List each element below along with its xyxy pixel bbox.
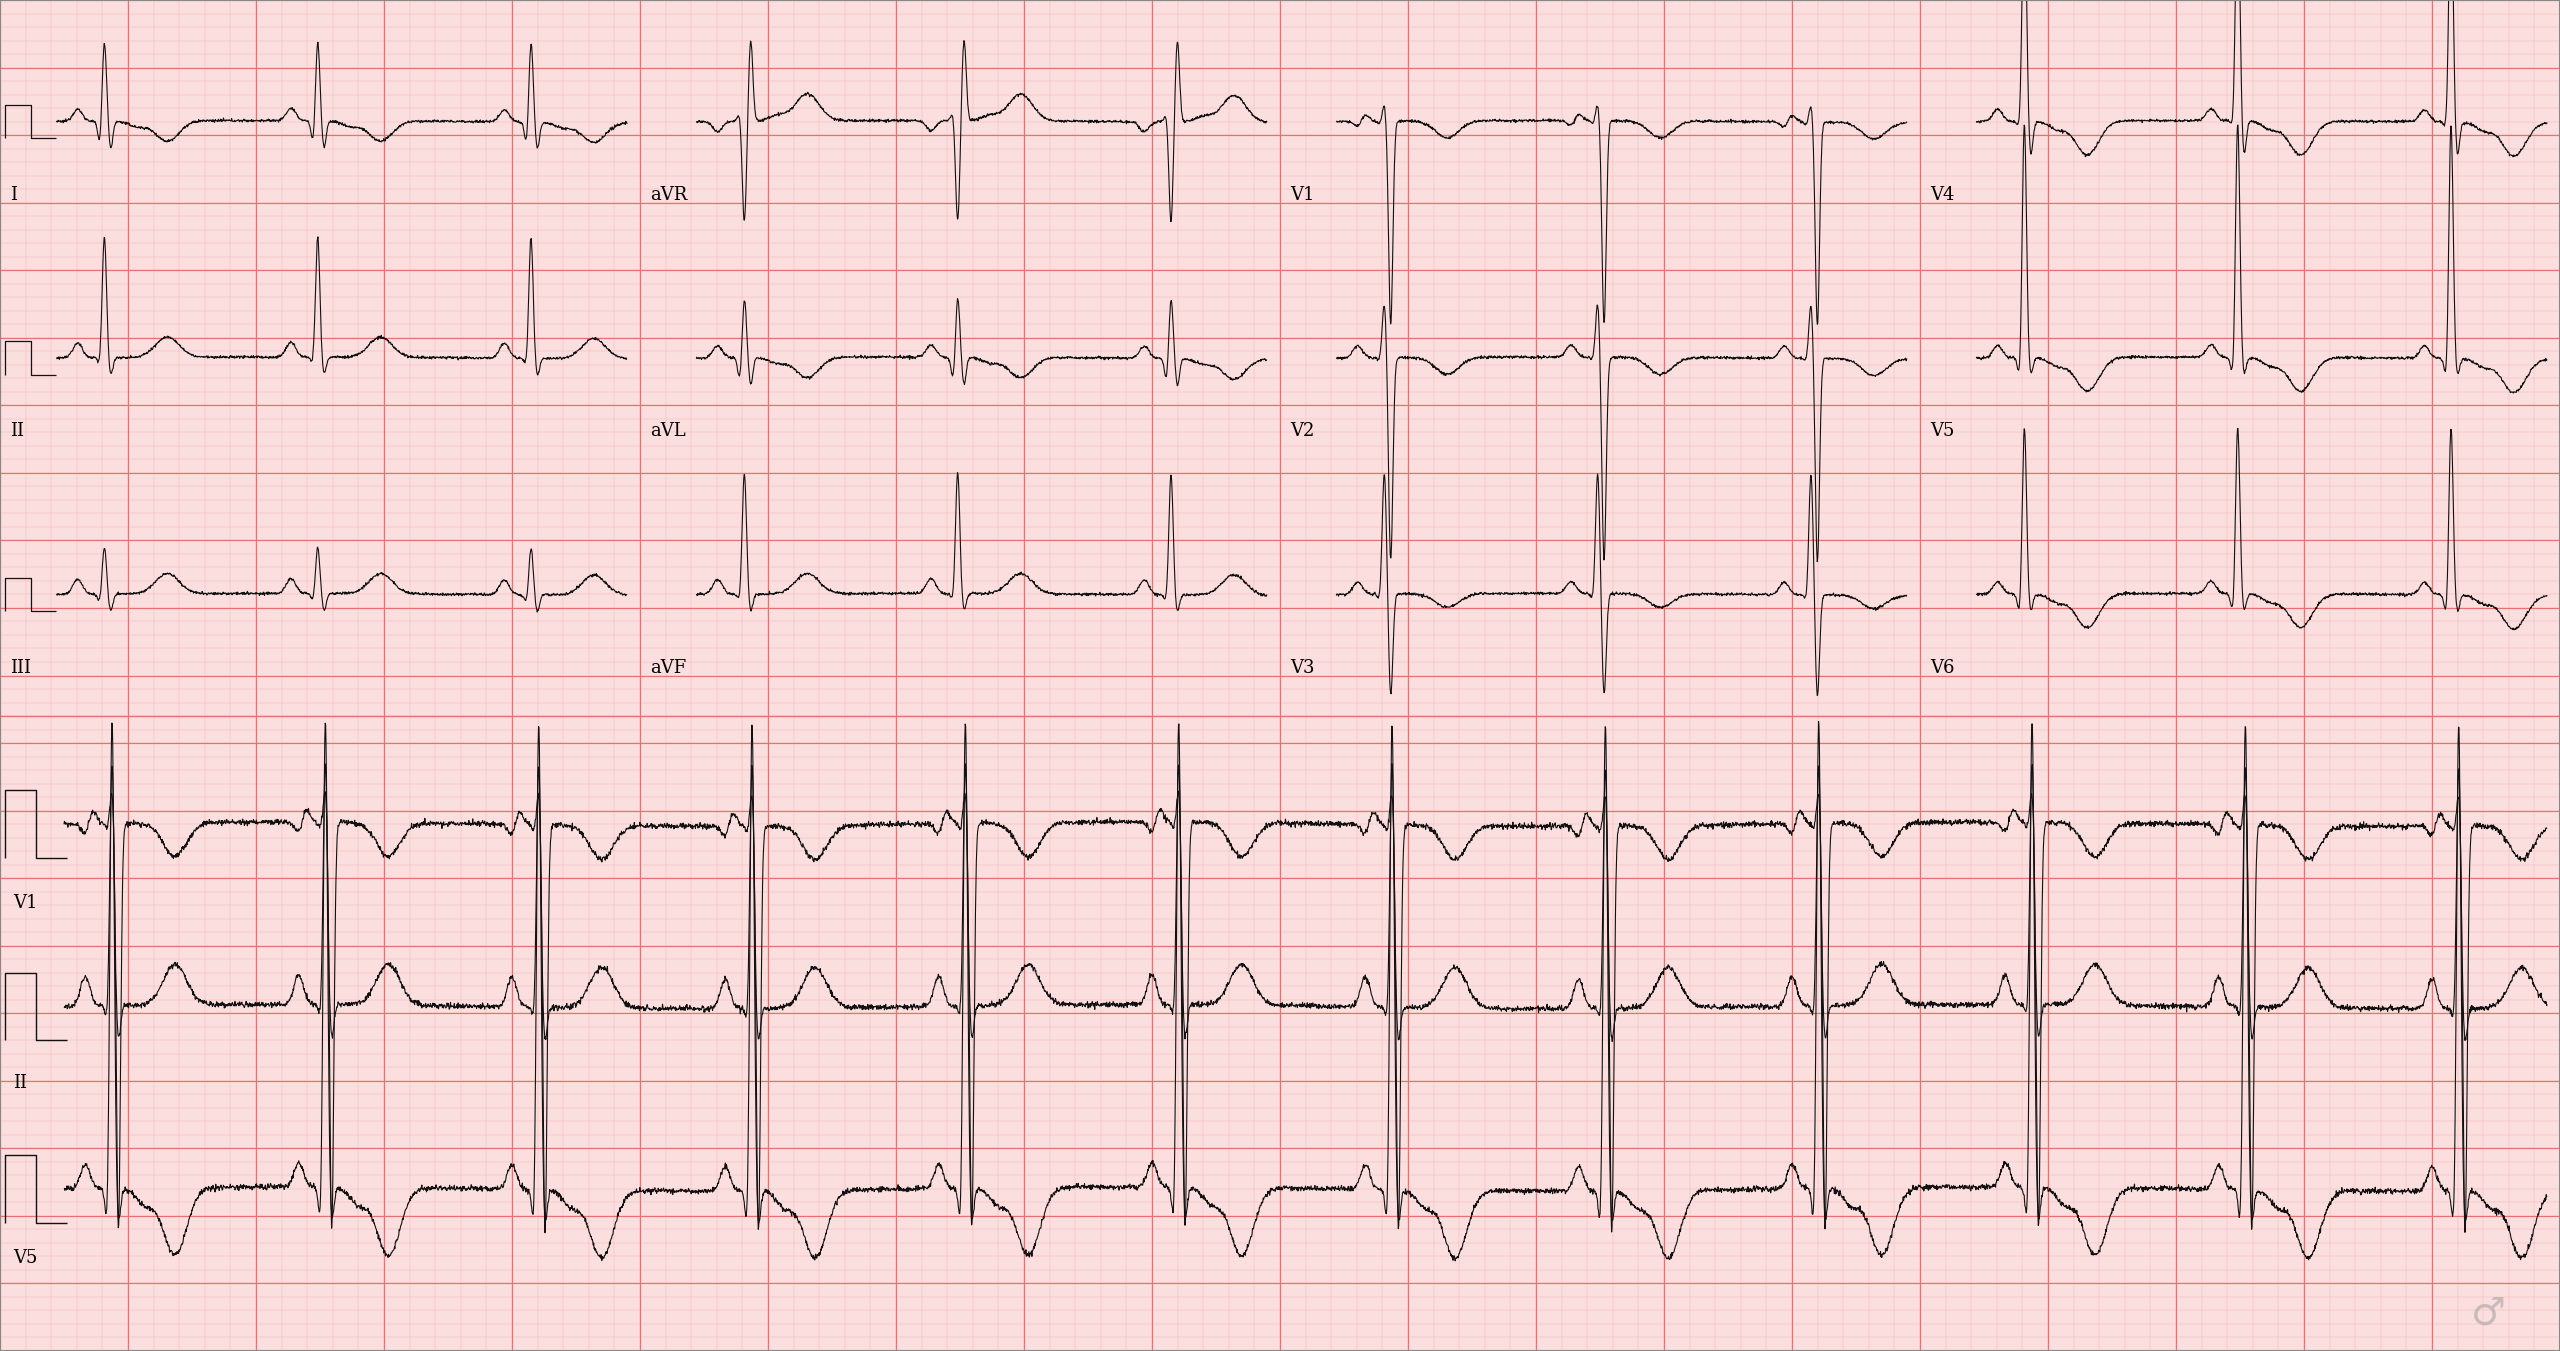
Text: II: II xyxy=(13,1074,26,1092)
Text: V5: V5 xyxy=(1930,423,1956,440)
Text: V1: V1 xyxy=(13,894,38,912)
Text: V1: V1 xyxy=(1290,186,1316,204)
Text: aVR: aVR xyxy=(650,186,689,204)
Text: I: I xyxy=(10,186,18,204)
Text: ♂: ♂ xyxy=(2470,1294,2506,1332)
Text: aVF: aVF xyxy=(650,659,686,677)
Text: III: III xyxy=(10,659,31,677)
Text: V2: V2 xyxy=(1290,423,1316,440)
Text: aVL: aVL xyxy=(650,423,686,440)
Text: V5: V5 xyxy=(13,1250,38,1267)
Text: V6: V6 xyxy=(1930,659,1956,677)
Text: V4: V4 xyxy=(1930,186,1956,204)
Text: V3: V3 xyxy=(1290,659,1316,677)
Text: II: II xyxy=(10,423,23,440)
